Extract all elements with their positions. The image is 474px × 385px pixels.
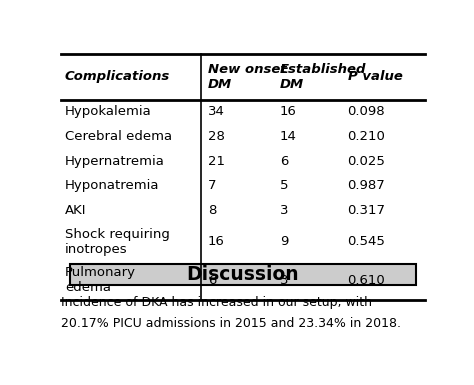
Text: Hypernatremia: Hypernatremia: [65, 154, 164, 167]
Text: 34: 34: [208, 105, 225, 118]
Text: AKI: AKI: [65, 204, 86, 217]
Text: 21: 21: [208, 154, 225, 167]
Text: 6: 6: [280, 154, 288, 167]
Text: Pulmonary
edema: Pulmonary edema: [65, 266, 136, 295]
Text: 0.210: 0.210: [347, 130, 385, 143]
Text: 3: 3: [280, 274, 288, 287]
Text: 6: 6: [208, 274, 217, 287]
Text: Established
DM: Established DM: [280, 63, 366, 90]
Text: 0.098: 0.098: [347, 105, 385, 118]
Text: 0.317: 0.317: [347, 204, 386, 217]
Text: 5: 5: [280, 179, 288, 192]
Text: 0.987: 0.987: [347, 179, 385, 192]
Text: Hyponatremia: Hyponatremia: [65, 179, 159, 192]
Bar: [70, 264, 416, 285]
Text: Hypokalemia: Hypokalemia: [65, 105, 152, 118]
Text: Complications: Complications: [65, 70, 170, 83]
Text: 3: 3: [280, 204, 288, 217]
Text: Shock requiring
inotropes: Shock requiring inotropes: [65, 228, 170, 256]
Text: 0.025: 0.025: [347, 154, 385, 167]
Text: 0.610: 0.610: [347, 274, 385, 287]
Text: Incidence of DKA has increased in our setup, with: Incidence of DKA has increased in our se…: [61, 296, 372, 309]
Text: 9: 9: [280, 235, 288, 248]
Text: Cerebral edema: Cerebral edema: [65, 130, 172, 143]
Text: 7: 7: [208, 179, 217, 192]
Text: 16: 16: [208, 235, 225, 248]
Text: P value: P value: [347, 70, 402, 83]
Text: 14: 14: [280, 130, 297, 143]
Text: New onset
DM: New onset DM: [208, 63, 287, 90]
Text: 0.545: 0.545: [347, 235, 385, 248]
Text: 20.17% PICU admissions in 2015 and 23.34% in 2018.: 20.17% PICU admissions in 2015 and 23.34…: [61, 317, 401, 330]
Text: 16: 16: [280, 105, 297, 118]
Text: 28: 28: [208, 130, 225, 143]
Text: Discussion: Discussion: [187, 265, 299, 284]
Text: 8: 8: [208, 204, 217, 217]
